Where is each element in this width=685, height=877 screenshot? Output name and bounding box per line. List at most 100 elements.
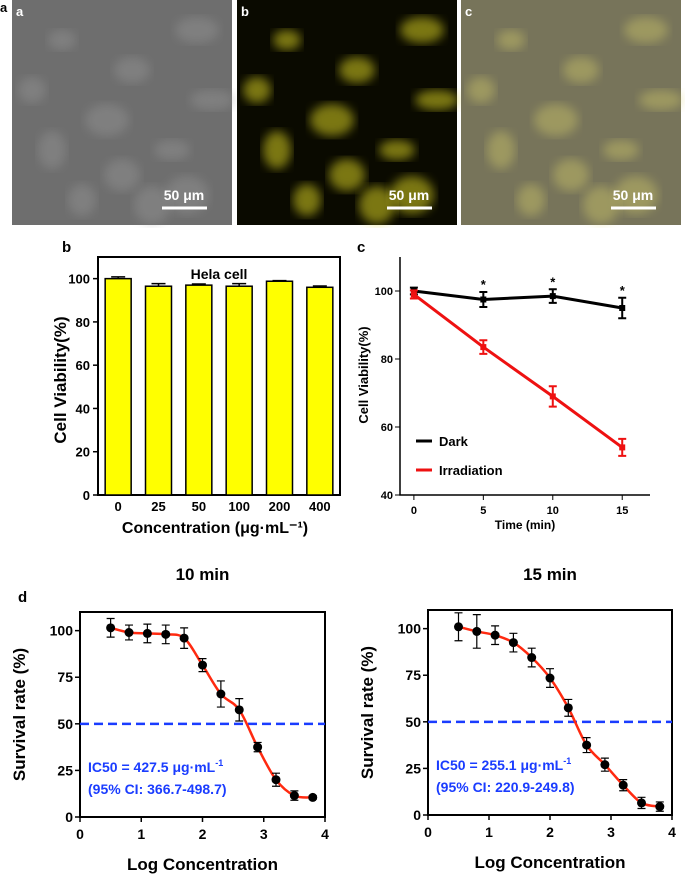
y-tick-label: 60 (76, 358, 90, 373)
ic50-text: IC50 = 255.1 μg·mL (436, 757, 564, 773)
y-tick-label: 80 (381, 354, 393, 366)
cell (415, 90, 459, 110)
panel-label-c: c (357, 239, 365, 256)
cell (534, 104, 578, 136)
data-point (161, 629, 171, 639)
dose-response-chart-10-min: 0 25 50 75 100 0 1 2 3 4 IC50 = 427.5 μg·mL-1 (95% … (10, 565, 329, 874)
x-tick-label: 100 (228, 499, 250, 514)
cell (563, 57, 599, 83)
x-tick-label: 0 (411, 505, 417, 517)
data-point (253, 742, 263, 752)
y-tick-label: 75 (405, 667, 421, 683)
x-tick-label: 25 (151, 499, 165, 514)
x-tick-label: 200 (269, 499, 291, 514)
cell (359, 186, 395, 224)
error-bar (111, 276, 126, 279)
panel-label-d: d (18, 589, 27, 606)
ic50-confidence-interval: (95% CI: 220.9-249.8) (436, 779, 575, 795)
series-line-dark (413, 289, 623, 310)
bar (185, 284, 213, 496)
data-point (549, 293, 556, 300)
y-tick-label: 100 (68, 272, 90, 287)
data-point (454, 622, 463, 632)
cell (583, 186, 619, 224)
bar (104, 277, 132, 496)
y-tick-label: 20 (76, 445, 90, 460)
cell (329, 159, 365, 191)
ic50-unit-superscript: -1 (563, 756, 571, 766)
x-tick-label: 4 (668, 824, 676, 840)
data-point (216, 689, 226, 699)
cell (85, 104, 129, 136)
cell (134, 186, 170, 224)
x-tick-label: 3 (260, 826, 268, 842)
panel-label-b: b (62, 239, 71, 256)
data-point (619, 305, 626, 311)
y-tick-label: 60 (381, 422, 393, 434)
cell (263, 131, 291, 169)
data-point (582, 740, 592, 750)
y-tick-label: 80 (76, 315, 90, 330)
data-point (490, 630, 500, 640)
cell (379, 140, 415, 160)
y-tick-label: 40 (76, 401, 90, 416)
y-tick-label: 0 (413, 807, 421, 823)
data-point (480, 296, 487, 303)
y-axis-label: Cell Viability(%) (51, 316, 70, 443)
y-tick-label: 50 (405, 714, 421, 730)
micrograph-a: a 50 μm (12, 0, 234, 225)
x-tick-label: 4 (321, 826, 329, 842)
data-point (527, 653, 537, 663)
micrograph-c: c 50 μm (461, 0, 683, 225)
plot-frame (97, 256, 341, 496)
panel-label-a1: b (241, 4, 249, 19)
cell (190, 90, 234, 110)
significance-asterisk: * (550, 274, 556, 289)
x-axis-label: Concentration (μg·mL⁻¹) (122, 520, 308, 537)
y-tick-label: 50 (57, 716, 73, 732)
series-line-irradiation (412, 293, 624, 449)
y-tick-label: 100 (50, 623, 74, 639)
cell (497, 30, 525, 50)
data-point (619, 444, 626, 451)
x-tick-label: 2 (546, 824, 554, 840)
x-tick-label: 0 (115, 499, 122, 514)
cell (154, 140, 190, 160)
x-tick-label: 2 (199, 826, 207, 842)
cell (68, 184, 96, 216)
legend-label: Dark (439, 434, 469, 449)
bar (225, 285, 253, 496)
data-point (600, 760, 610, 770)
panel-label-a0: a (16, 4, 24, 19)
data-point (637, 798, 646, 808)
y-tick-label: 0 (83, 488, 90, 503)
data-point (545, 673, 555, 683)
cell (487, 131, 515, 169)
cell (104, 159, 140, 191)
data-point (563, 703, 573, 713)
error-bar (191, 283, 206, 286)
data-point (472, 626, 482, 636)
cell (400, 17, 444, 43)
cell (165, 176, 209, 214)
y-tick-label: 100 (398, 621, 422, 637)
data-point (124, 628, 134, 637)
legend-label: Irradiation (439, 463, 503, 478)
bar (265, 280, 294, 496)
cell (390, 176, 434, 214)
y-tick-label: 0 (65, 809, 73, 825)
data-point (198, 660, 207, 670)
ic50-text: IC50 = 427.5 μg·mL (88, 759, 216, 775)
data-point (289, 791, 299, 801)
data-point (549, 393, 556, 400)
data-point (179, 633, 189, 643)
ic50-annotation: IC50 = 255.1 μg·mL-1 (436, 756, 571, 773)
cell (614, 176, 658, 214)
data-point (410, 291, 417, 298)
y-tick-label: 40 (381, 490, 393, 502)
bar (306, 286, 334, 496)
error-bar (272, 279, 287, 282)
x-tick-label: 0 (76, 826, 84, 842)
